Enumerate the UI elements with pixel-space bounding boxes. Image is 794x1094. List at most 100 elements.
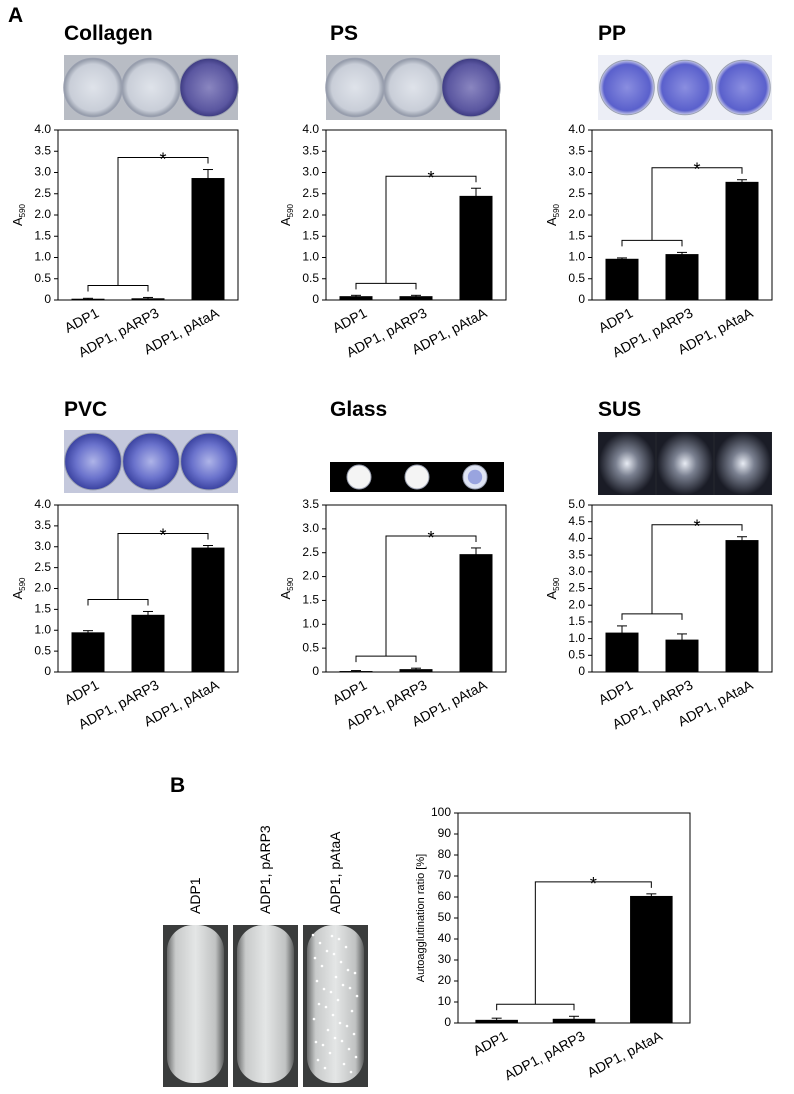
y-tick-label: 0.5: [568, 647, 585, 661]
y-axis-label: A590: [10, 203, 27, 226]
well: [441, 57, 501, 118]
stain: [467, 469, 483, 485]
significance-label: *: [693, 517, 700, 537]
bar: [191, 178, 225, 300]
aggregate: [353, 971, 357, 975]
x-tick-label: ADP1: [470, 1027, 510, 1058]
y-tick-label: 4.5: [568, 514, 585, 528]
y-tick-label: 2.5: [568, 581, 585, 595]
y-tick-label: 4.0: [34, 122, 51, 136]
chart-title: Collagen: [64, 22, 153, 45]
error-bar: [203, 544, 213, 550]
tube: [167, 925, 224, 1083]
aggregate: [328, 1051, 332, 1055]
aggregate: [336, 998, 340, 1002]
y-tick-label: 20: [438, 973, 452, 987]
y-tick-label: 3.5: [34, 143, 51, 157]
y-axis-label: A590: [278, 203, 295, 226]
y-tick-label: 3.0: [568, 564, 585, 578]
y-tick-label: 0: [44, 664, 51, 678]
y-tick-label: 0: [578, 664, 585, 678]
significance-bracket: [87, 532, 209, 606]
y-tick-label: 4.0: [302, 122, 319, 136]
error-bar: [471, 547, 481, 561]
photo: [330, 462, 504, 492]
y-tick-label: 2.5: [302, 186, 319, 200]
well: [179, 57, 239, 118]
well: [346, 464, 372, 490]
chart-title: PP: [598, 22, 626, 45]
aggregate: [354, 1055, 358, 1059]
y-axis-label-main: A: [10, 591, 25, 600]
error-bar: [491, 1017, 502, 1022]
y-tick-label: 1.0: [302, 616, 319, 630]
photo-frame: [599, 432, 655, 495]
x-tick-label: ADP1: [596, 304, 636, 335]
y-tick-label: 30: [438, 952, 452, 966]
y-axis-label-main: A: [544, 217, 559, 226]
error-bar: [351, 670, 361, 672]
x-tick-label: ADP1, pARP3: [502, 1027, 588, 1083]
y-axis-label-sub: 590: [18, 203, 27, 217]
y-tick-label: 0: [312, 292, 319, 306]
aggregate: [342, 1062, 346, 1066]
photo: [598, 432, 772, 495]
y-tick-label: 2.0: [568, 597, 585, 611]
error-bar: [617, 257, 627, 260]
aggregate: [334, 975, 338, 979]
x-tick-label: ADP1: [330, 676, 370, 707]
y-tick-label: 2.0: [34, 581, 51, 595]
y-tick-label: 0: [578, 292, 585, 306]
photo: [64, 430, 238, 493]
bar: [630, 895, 673, 1023]
y-tick-label: 3.5: [568, 547, 585, 561]
y-tick-label: 2.0: [302, 207, 319, 221]
aggregate: [311, 933, 315, 937]
y-tick-label: 3.5: [34, 518, 51, 532]
bar: [71, 632, 105, 672]
y-tick-label: 1.0: [34, 622, 51, 636]
photo: [63, 55, 239, 120]
aggregate: [344, 945, 348, 949]
significance-label: *: [590, 874, 597, 894]
well: [121, 57, 181, 118]
y-tick-label: 0.5: [34, 643, 51, 657]
error-bar: [569, 1015, 579, 1022]
y-tick-label: 1.5: [568, 228, 585, 242]
photo-frame: [657, 432, 713, 495]
y-tick-label: 1.0: [302, 250, 319, 264]
y-tick-label: 2.5: [302, 545, 319, 559]
y-axis-label-sub: 590: [286, 203, 295, 217]
aggregate: [326, 1028, 330, 1032]
bracket-line: [621, 524, 743, 620]
aggregate: [350, 1009, 354, 1013]
error-bar: [617, 625, 627, 640]
aggregate: [348, 986, 352, 990]
chart-title: SUS: [598, 398, 641, 421]
well: [599, 59, 655, 116]
well: [64, 432, 122, 491]
well: [657, 59, 713, 116]
aggregate: [349, 1070, 353, 1074]
aggregate: [316, 1058, 320, 1062]
chart-title: PVC: [64, 398, 107, 421]
aggregate: [340, 1039, 344, 1043]
y-tick-label: 1.5: [302, 593, 319, 607]
significance-label: *: [427, 528, 434, 548]
aggregate: [331, 1013, 335, 1017]
x-tick-label: ADP1: [330, 304, 370, 335]
y-axis-label-main: A: [544, 591, 559, 600]
aggregate: [339, 960, 343, 964]
tube-label: ADP1: [187, 877, 203, 914]
well: [404, 464, 430, 490]
y-tick-label: 0: [44, 292, 51, 306]
y-tick-label: 90: [438, 826, 452, 840]
bar: [399, 296, 433, 300]
significance-label: *: [693, 160, 700, 180]
x-tick-label: ADP1, pAtaA: [584, 1027, 665, 1080]
aggregate: [314, 1040, 318, 1044]
y-tick-label: 80: [438, 847, 452, 861]
y-tick-label: 1.0: [34, 250, 51, 264]
y-tick-label: 0.5: [302, 640, 319, 654]
